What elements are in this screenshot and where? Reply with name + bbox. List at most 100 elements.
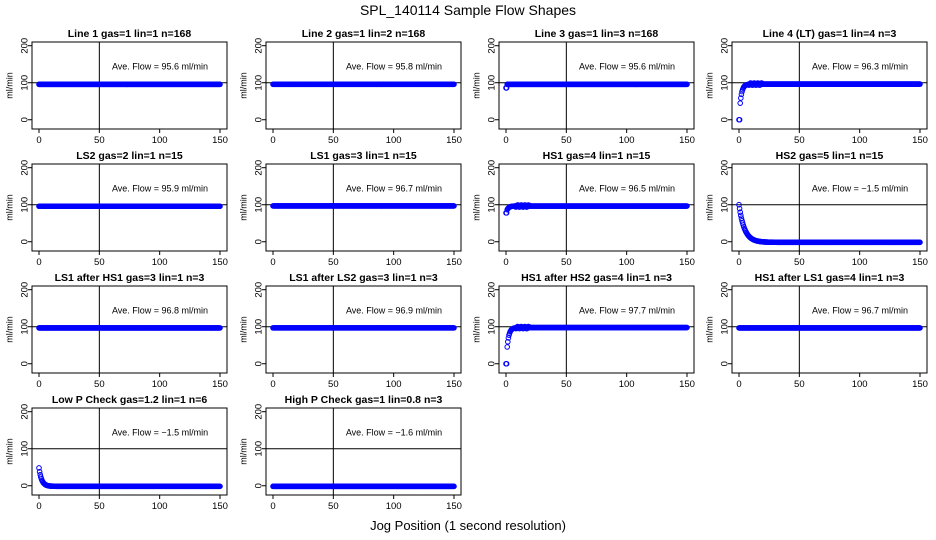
data-point (917, 81, 923, 87)
plot-frame (265, 41, 462, 130)
panel-title: Line 4 (LT) gas=1 lin=4 n=3 (763, 28, 897, 40)
data-point (217, 81, 223, 88)
figure-title: SPL_140114 Sample Flow Shapes (359, 2, 577, 18)
y-axis-label: ml/min (238, 194, 248, 221)
ave-flow-annotation: Ave. Flow = −1.5 ml/min (112, 428, 208, 438)
x-tick-label: 100 (852, 135, 868, 146)
panel-5: LS2 gas=2 lin=1 n=15 0 50 100 150 0 100 200 ml/m… (4, 150, 228, 268)
x-tick-label: 100 (619, 135, 635, 146)
x-tick-label: 0 (503, 135, 508, 146)
x-tick-label: 0 (736, 135, 741, 146)
y-tick-label: 200 (254, 160, 265, 176)
panel-4: Line 4 (LT) gas=1 lin=4 n=3 0 50 100 150 0 100… (704, 28, 928, 146)
x-tick-label: 100 (152, 257, 168, 268)
data-point (36, 465, 42, 471)
data-point (736, 201, 742, 208)
data-point (451, 81, 457, 88)
panel-title: Line 3 gas=1 lin=3 n=168 (535, 28, 659, 40)
x-tick-label: 0 (503, 257, 508, 268)
y-tick-label: 100 (20, 319, 31, 335)
x-tick-label: 0 (270, 257, 275, 268)
x-tick-label: 150 (446, 501, 462, 512)
y-tick-label: 0 (254, 361, 265, 366)
data-point (684, 81, 690, 88)
x-tick-label: 50 (94, 257, 105, 268)
data-points (270, 325, 457, 331)
y-tick-label: 0 (487, 361, 498, 366)
plot-frame (265, 407, 462, 496)
data-points (503, 202, 690, 216)
y-tick-label: 0 (254, 117, 265, 122)
panel-title: Line 1 gas=1 lin=1 n=168 (68, 28, 192, 40)
y-tick-label: 100 (487, 197, 498, 213)
x-tick-label: 100 (852, 379, 868, 390)
y-axis-label: ml/min (4, 316, 14, 343)
y-tick-label: 200 (487, 282, 498, 298)
x-tick-label: 150 (912, 135, 928, 146)
panel-title: Low P Check gas=1.2 lin=1 n=6 (52, 394, 207, 406)
y-tick-label: 100 (254, 197, 265, 213)
data-point (503, 360, 510, 367)
x-tick-label: 100 (152, 501, 168, 512)
y-tick-label: 200 (254, 38, 265, 54)
panel-title: HS1 after LS1 gas=4 lin=1 n=3 (755, 272, 905, 284)
y-tick-label: 100 (20, 75, 31, 91)
ave-flow-annotation: Ave. Flow = 96.8 ml/min (112, 306, 208, 316)
x-tick-label: 150 (912, 257, 928, 268)
data-point (684, 203, 690, 209)
panel-3: Line 3 gas=1 lin=3 n=168 0 50 100 150 0 100 200… (471, 28, 695, 146)
y-tick-label: 0 (720, 239, 731, 244)
panel-8: HS2 gas=5 lin=1 n=15 0 50 100 150 0 100 200 ml/m… (704, 150, 928, 268)
panel-2: Line 2 gas=1 lin=2 n=168 0 50 100 150 0 100 200… (238, 28, 462, 146)
y-axis-label: ml/min (4, 72, 14, 99)
plot-frame (731, 163, 928, 252)
y-tick-label: 200 (487, 38, 498, 54)
x-tick-label: 150 (446, 379, 462, 390)
y-tick-label: 200 (20, 282, 31, 298)
y-tick-label: 200 (20, 404, 31, 420)
y-tick-label: 100 (720, 319, 731, 335)
y-tick-label: 0 (720, 361, 731, 366)
ave-flow-annotation: Ave. Flow = 95.9 ml/min (112, 184, 208, 194)
panel-7: HS1 gas=4 lin=1 n=15 0 50 100 150 0 100 200 ml/m… (471, 150, 695, 268)
x-tick-label: 50 (94, 501, 105, 512)
data-point (451, 325, 457, 331)
x-tick-label: 100 (386, 379, 402, 390)
y-axis-label: ml/min (238, 438, 248, 465)
y-tick-label: 200 (720, 38, 731, 54)
y-axis-label: ml/min (471, 194, 481, 221)
x-tick-label: 100 (152, 379, 168, 390)
x-tick-label: 0 (736, 257, 741, 268)
data-point (217, 483, 223, 490)
data-points (270, 203, 457, 209)
data-points (36, 81, 223, 88)
x-tick-label: 100 (152, 135, 168, 146)
y-tick-label: 0 (20, 483, 31, 488)
panel-title: LS1 gas=3 lin=1 n=15 (310, 150, 417, 162)
y-axis-label: ml/min (471, 316, 481, 343)
x-tick-label: 150 (446, 257, 462, 268)
data-points (36, 203, 223, 210)
x-tick-label: 50 (794, 379, 805, 390)
ave-flow-annotation: Ave. Flow = 95.8 ml/min (346, 62, 442, 72)
x-tick-label: 150 (212, 135, 228, 146)
panel-1: Line 1 gas=1 lin=1 n=168 0 50 100 150 0 100 200… (4, 28, 228, 146)
panel-title: Line 2 gas=1 lin=2 n=168 (302, 28, 426, 40)
data-points (270, 483, 457, 490)
x-tick-label: 50 (794, 257, 805, 268)
x-tick-label: 100 (386, 135, 402, 146)
panel-9: LS1 after HS1 gas=3 lin=1 n=3 0 50 100 150 0 1… (4, 272, 228, 390)
y-tick-label: 200 (254, 282, 265, 298)
x-tick-label: 100 (619, 379, 635, 390)
y-tick-label: 0 (20, 117, 31, 122)
x-tick-label: 50 (561, 379, 572, 390)
data-points (736, 325, 923, 331)
plot-frame (31, 163, 228, 252)
x-tick-label: 0 (736, 379, 741, 390)
x-tick-label: 150 (679, 135, 695, 146)
data-points (503, 81, 690, 91)
panel-11: HS1 after HS2 gas=4 lin=1 n=3 0 50 100 150 0 1… (471, 272, 695, 390)
y-tick-label: 0 (720, 117, 731, 122)
y-tick-label: 100 (720, 75, 731, 91)
x-tick-label: 50 (561, 135, 572, 146)
